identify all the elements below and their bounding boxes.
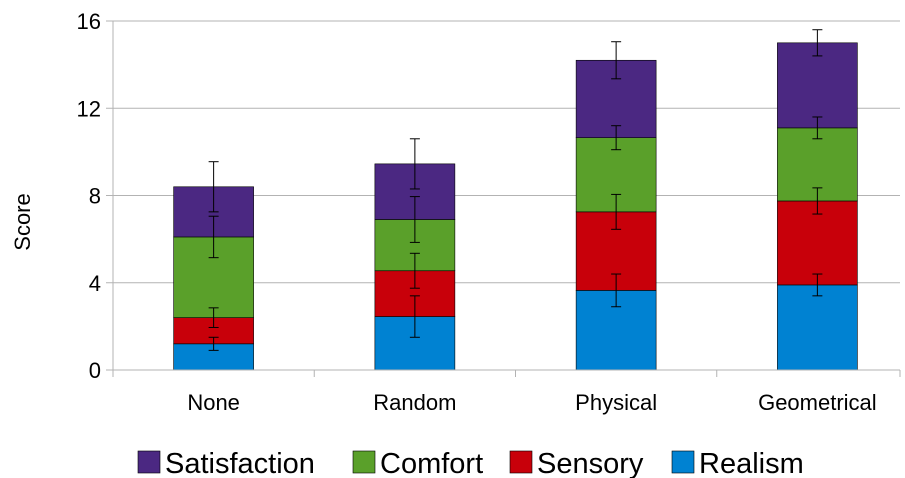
error-bars [208,29,823,351]
error-bar-realism-none [208,336,219,351]
x-tick-label: Random [373,390,456,415]
error-bar-sensory-random [409,252,420,289]
y-tick-label: 8 [89,184,101,209]
legend-label: Sensory [537,448,644,478]
error-bar-sensory-physical [611,193,622,230]
bar-realism-geometrical [777,284,858,371]
error-bar-satisfaction-random [409,138,420,190]
error-bar-comfort-random [409,196,420,243]
y-tick-labels: 0 4 8 12 16 [77,9,101,383]
legend-item-realism: Realism [671,448,804,478]
axes [106,20,901,377]
y-tick-label: 16 [77,9,101,34]
bar-satisfaction-geometrical [777,42,858,129]
x-tick-label: Physical [575,390,657,415]
legend-item-satisfaction: Satisfaction [137,448,315,478]
error-bar-comfort-physical [611,125,622,151]
error-bar-satisfaction-geometrical [812,29,823,57]
error-bar-satisfaction-physical [611,41,622,80]
legend-label: Satisfaction [165,448,315,478]
error-bar-satisfaction-none [208,161,219,213]
error-bar-comfort-geometrical [812,116,823,140]
error-bar-sensory-geometrical [812,187,823,215]
error-bar-realism-geometrical [812,273,823,297]
legend-item-sensory: Sensory [509,448,644,478]
y-tick-label: 0 [89,358,101,383]
y-axis-title: Score [10,193,35,250]
legend-swatch [509,450,533,474]
legend-label: Comfort [380,448,483,478]
x-tick-label: Geometrical [758,390,877,415]
legend-swatch [352,450,376,474]
y-tick-label: 12 [77,96,101,121]
error-bar-sensory-none [208,307,219,328]
error-bar-realism-random [409,295,420,338]
legend: Satisfaction Comfort Sensory Realism [137,448,804,478]
legend-swatch [671,450,695,474]
error-bar-comfort-none [208,215,219,259]
y-tick-label: 4 [89,271,101,296]
bars [173,42,858,371]
x-tick-label: None [187,390,240,415]
error-bar-realism-physical [611,273,622,308]
legend-swatch [137,450,161,474]
legend-label: Realism [699,448,804,478]
x-tick-labels: None Random Physical Geometrical [187,390,876,415]
legend-item-comfort: Comfort [352,448,483,478]
